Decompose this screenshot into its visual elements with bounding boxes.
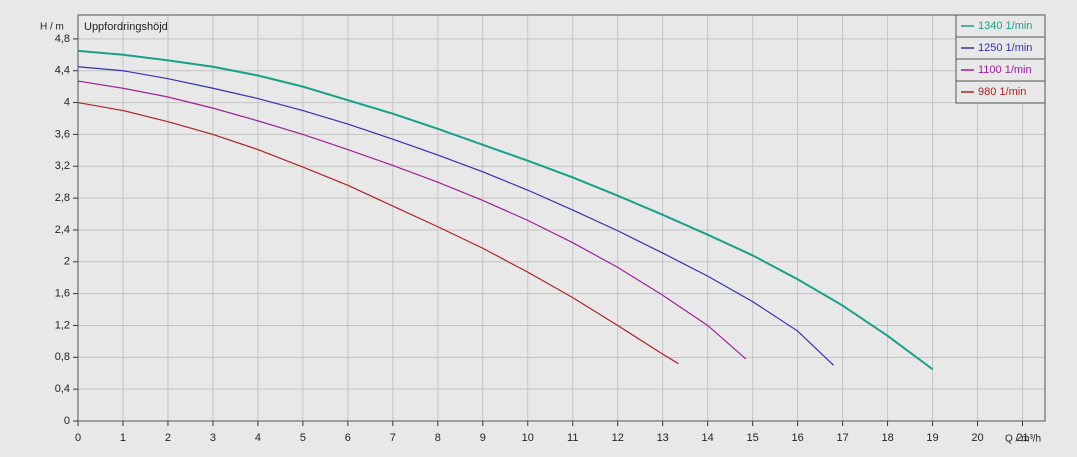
y-axis-label: H / m [40,22,64,33]
x-tick-label: 16 [792,432,804,444]
y-tick-label: 3,6 [55,128,70,140]
x-tick-label: 1 [120,432,126,444]
y-tick-label: 2 [64,256,70,268]
curve [77,80,747,360]
x-tick-label: 17 [836,432,848,444]
y-tick-label: 4 [64,96,70,108]
curve [77,66,835,366]
curve [77,101,679,365]
x-tick-label: 21 [1016,432,1028,444]
x-tick-label: 2 [165,432,171,444]
x-tick-label: 20 [971,432,983,444]
x-tick-label: 13 [657,432,669,444]
y-tick-label: 1,2 [55,319,70,331]
x-tick-label: 0 [75,432,81,444]
chart-title: Uppfordringshöjd [84,21,168,33]
y-tick-label: 0,4 [55,383,70,395]
y-tick-label: 0,8 [55,351,70,363]
x-tick-label: 6 [345,432,351,444]
x-tick-label: 15 [747,432,759,444]
x-tick-label: 3 [210,432,216,444]
y-tick-label: 4,4 [55,65,70,77]
y-tick-label: 3,2 [55,160,70,172]
legend-label: 1100 1/min [978,64,1032,76]
x-tick-label: 18 [881,432,893,444]
x-tick-label: 19 [926,432,938,444]
y-tick-label: 2,4 [55,224,70,236]
x-tick-label: 4 [255,432,261,444]
plot-border [77,14,1046,422]
x-tick-label: 5 [300,432,306,444]
legend-label: 1340 1/min [978,20,1032,32]
legend-label: 1250 1/min [978,42,1032,54]
x-tick-label: 8 [435,432,441,444]
y-tick-label: 0 [64,415,70,427]
x-tick-label: 11 [567,432,578,444]
legend-label: 980 1/min [978,86,1026,98]
curve [77,49,934,371]
x-tick-label: 10 [522,432,534,444]
y-tick-label: 1,6 [55,288,70,300]
y-tick-label: 4,8 [55,33,70,45]
legend-box [955,80,1046,104]
x-tick-label: 7 [390,432,396,444]
x-axis-label: Q / m³/h [1005,434,1041,445]
y-tick-label: 2,8 [55,192,70,204]
x-tick-label: 9 [480,432,486,444]
x-tick-label: 14 [702,432,714,444]
x-tick-label: 12 [612,432,624,444]
